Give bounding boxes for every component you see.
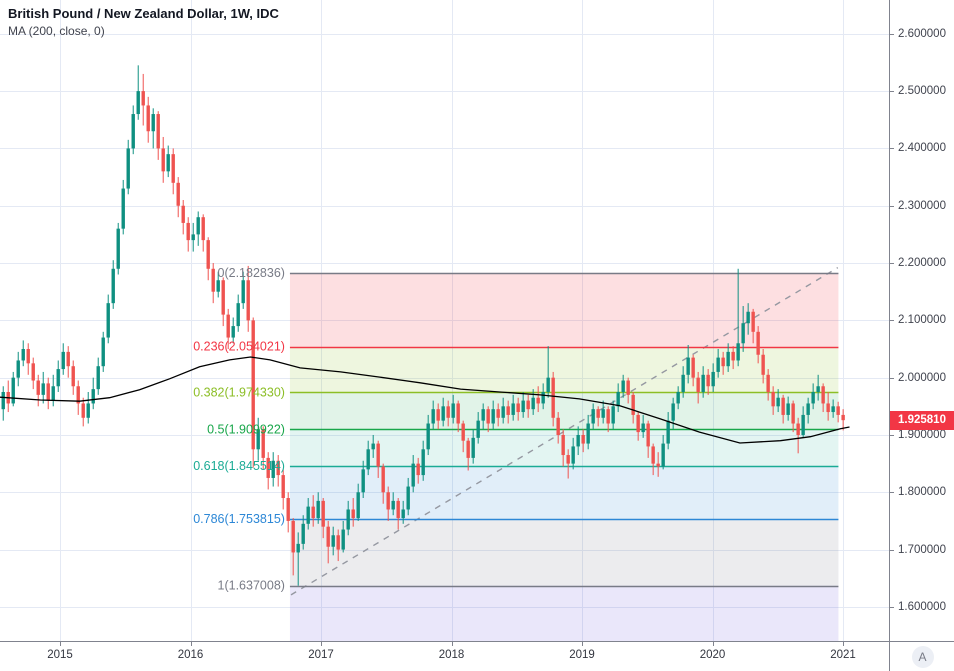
fib-band-0.382 bbox=[289, 392, 839, 430]
price-tick-mark bbox=[890, 606, 894, 608]
price-tick-label: 2.200000 bbox=[898, 257, 946, 270]
fib-lines-layer bbox=[289, 272, 839, 588]
auto-scale-button[interactable]: A bbox=[911, 646, 934, 668]
price-tick-label: 1.700000 bbox=[898, 543, 946, 556]
last-price-badge: 1.925810 bbox=[890, 410, 954, 430]
price-tick-label: 1.900000 bbox=[898, 428, 946, 441]
time-tick-2018: 2018 bbox=[438, 649, 465, 661]
fib-labels-layer: 0(2.182836) 0.236(2.054021) 0.382(1.974330… bbox=[193, 266, 285, 593]
price-tick-2.400000: 2.400000 bbox=[890, 141, 954, 155]
price-chart-canvas[interactable]: 0(2.182836) 0.236(2.054021) 0.382(1.974330… bbox=[0, 0, 889, 641]
time-tick-2019: 2019 bbox=[569, 649, 595, 661]
price-tick-label: 1.800000 bbox=[898, 486, 946, 499]
time-tick-2017: 2017 bbox=[308, 649, 334, 661]
price-tick-1.900000: 1.900000 bbox=[890, 428, 954, 442]
price-tick-mark bbox=[890, 148, 894, 150]
price-tick-2.100000: 2.100000 bbox=[890, 313, 954, 327]
time-tick-mark bbox=[712, 642, 714, 646]
grid-layer bbox=[0, 0, 889, 641]
axis-corner: A bbox=[889, 641, 954, 671]
price-tick-label: 2.500000 bbox=[898, 85, 946, 98]
fib-label-0.236: 0.236(2.054021) bbox=[193, 340, 285, 354]
time-axis[interactable]: 2015 2016 2017 2018 2019 2020 2021 bbox=[0, 641, 889, 671]
price-tick-2.000000: 2.000000 bbox=[890, 371, 954, 385]
fib-band-0.618 bbox=[289, 466, 839, 519]
price-tick-1.700000: 1.700000 bbox=[890, 543, 954, 557]
time-tick-mark bbox=[321, 642, 322, 646]
price-tick-label: 2.100000 bbox=[898, 314, 946, 327]
fib-label-1: 1(1.637008) bbox=[218, 579, 285, 593]
fib-label-0.618: 0.618(1.845514) bbox=[193, 459, 285, 473]
chart-plot-area[interactable]: 0(2.182836) 0.236(2.054021) 0.382(1.974330… bbox=[0, 0, 889, 641]
price-tick-mark bbox=[890, 33, 894, 35]
fib-bands-layer bbox=[289, 272, 839, 641]
price-tick-label: 2.000000 bbox=[898, 371, 946, 384]
candles-layer bbox=[1, 65, 845, 586]
time-tick-mark bbox=[451, 642, 453, 646]
price-tick-2.300000: 2.300000 bbox=[890, 199, 954, 213]
time-tick-mark bbox=[843, 642, 844, 646]
fib-band-0 bbox=[289, 272, 839, 347]
time-tick-mark bbox=[190, 642, 192, 646]
last-price-value: 1.925810 bbox=[898, 413, 946, 426]
fib-band-0.236 bbox=[289, 346, 839, 393]
price-tick-mark bbox=[890, 91, 894, 93]
ma-200-line bbox=[0, 356, 850, 444]
price-tick-mark bbox=[890, 549, 894, 551]
price-axis[interactable]: 1.925810 2.600000 2.500000 2.400000 2.30000… bbox=[889, 0, 954, 641]
price-tick-2.600000: 2.600000 bbox=[890, 27, 954, 41]
fib-label-0.786: 0.786(1.753815) bbox=[193, 512, 285, 526]
price-tick-mark bbox=[890, 320, 894, 322]
price-tick-mark bbox=[890, 263, 894, 265]
price-tick-1.800000: 1.800000 bbox=[890, 485, 954, 499]
price-tick-2.500000: 2.500000 bbox=[890, 84, 954, 98]
price-tick-label: 1.600000 bbox=[898, 600, 946, 613]
price-tick-2.200000: 2.200000 bbox=[890, 256, 954, 270]
fib-band-1 bbox=[289, 585, 839, 641]
price-tick-1.600000: 1.600000 bbox=[890, 600, 954, 614]
fib-band-0.786 bbox=[289, 518, 839, 586]
time-tick-mark bbox=[60, 642, 61, 646]
price-tick-mark bbox=[890, 492, 894, 494]
fib-label-0.5: 0.5(1.909922) bbox=[207, 422, 285, 436]
time-tick-2021: 2021 bbox=[830, 649, 856, 661]
time-tick-2016: 2016 bbox=[177, 649, 204, 661]
time-tick-mark bbox=[582, 642, 583, 646]
fib-label-0.382: 0.382(1.974330) bbox=[193, 385, 285, 399]
time-tick-2020: 2020 bbox=[699, 649, 726, 661]
time-tick-2015: 2015 bbox=[47, 649, 73, 661]
price-tick-mark bbox=[890, 377, 894, 379]
price-tick-label: 2.600000 bbox=[898, 27, 946, 40]
price-tick-mark bbox=[890, 205, 894, 207]
price-tick-label: 2.400000 bbox=[898, 142, 946, 155]
price-tick-label: 2.300000 bbox=[898, 199, 946, 212]
price-tick-mark bbox=[890, 434, 894, 436]
fib-label-0: 0(2.182836) bbox=[218, 266, 285, 280]
